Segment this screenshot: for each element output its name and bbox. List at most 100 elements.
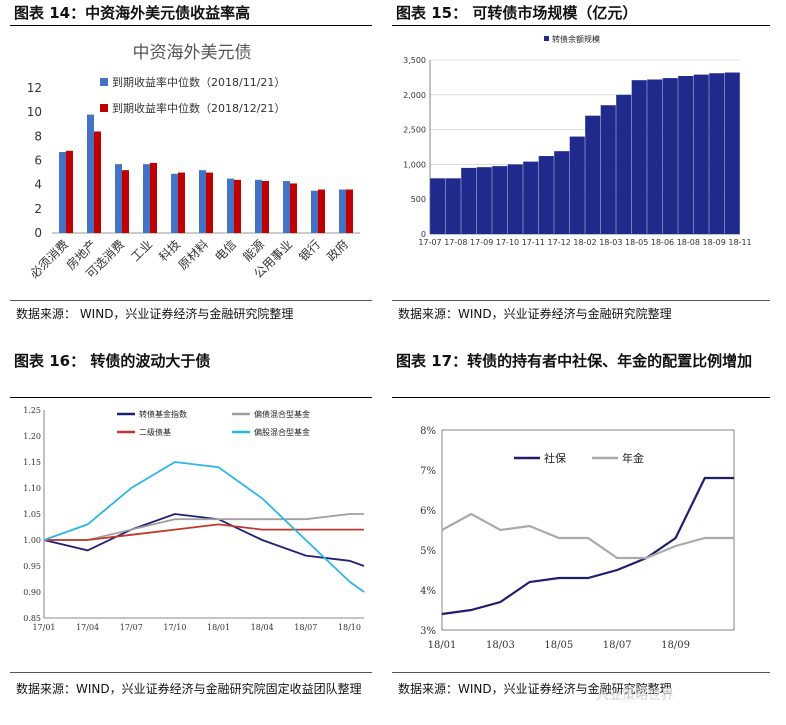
bar [87, 114, 94, 233]
x-tick-label: 18-05 [625, 238, 648, 247]
y-tick-label: 10 [27, 105, 42, 119]
y-tick-label: 1.05 [23, 510, 41, 519]
column [724, 72, 740, 234]
y-tick-label: 1.00 [23, 536, 41, 545]
divider [10, 300, 372, 301]
bar [66, 150, 73, 233]
figure-15-title: 图表 15： 可转债市场规模（亿元） [396, 4, 638, 22]
bar [318, 189, 325, 233]
legend-label: 转债余额规模 [552, 34, 600, 44]
figure-16-source: 数据来源：WIND，兴业证券经济与金融研究院固定收益团队整理 [16, 682, 362, 696]
column [523, 161, 539, 234]
y-tick-label: 1.25 [23, 406, 41, 415]
x-tick-label: 18/01 [428, 640, 457, 651]
bar [311, 190, 318, 233]
x-tick-label: 18/10 [338, 623, 361, 632]
bar [171, 173, 178, 233]
x-tick-label: 17-10 [496, 238, 519, 247]
divider [392, 397, 770, 398]
legend-swatch [100, 104, 108, 112]
series-line [441, 512, 734, 560]
bar [255, 179, 262, 233]
bar [143, 164, 150, 233]
bar [339, 189, 346, 233]
bar [115, 164, 122, 233]
y-tick-label: 8% [420, 426, 436, 437]
figure-14-source: 数据来源： WIND，兴业证券经济与金融研究院整理 [16, 307, 294, 321]
column [569, 136, 585, 234]
chart-background [12, 400, 374, 670]
divider [392, 672, 770, 673]
chart-17: 3% 4% 5% 6% 7% 8% 18/01 18/03 18/05 18/07 18/09 社保 年… [394, 400, 772, 670]
legend-label: 社保 [544, 451, 566, 465]
figure-14-title: 图表 14：中资海外美元债收益率高 [14, 4, 251, 22]
x-tick-label: 17/10 [163, 623, 186, 632]
x-tick-label: 17-09 [470, 238, 493, 247]
y-tick-label: 8 [34, 129, 42, 143]
x-tick-label: 17/04 [76, 623, 99, 632]
column [693, 74, 709, 234]
column [492, 166, 508, 234]
y-tick-label: 2,500 [403, 126, 426, 135]
y-tick-label: 3,500 [403, 56, 426, 65]
divider [392, 300, 770, 301]
bar [206, 172, 213, 233]
x-tick-label: 18-06 [651, 238, 674, 247]
series-line [441, 476, 734, 616]
y-tick-label: 1,000 [403, 160, 426, 169]
y-tick-label: 1.15 [23, 458, 41, 467]
y-tick-label: 0.95 [23, 562, 41, 571]
y-tick-label: 500 [411, 195, 426, 204]
series-line [44, 513, 364, 541]
legend-swatch [544, 36, 549, 41]
x-tick-label: 17-07 [418, 238, 441, 247]
column [709, 73, 725, 234]
x-tick-label: 17/07 [120, 623, 143, 632]
x-tick-label: 18-03 [599, 238, 622, 247]
chart-background [394, 400, 772, 670]
x-tick-label: 18-02 [573, 238, 596, 247]
y-tick-label: 0 [34, 226, 42, 240]
chart-16: 0.85 0.90 0.95 1.00 1.05 1.10 1.15 1.20 1.25 17/0… [12, 400, 374, 670]
y-tick-label: 1.10 [23, 484, 41, 493]
x-tick-label: 17/01 [32, 623, 55, 632]
y-tick-label: 1.20 [23, 432, 41, 441]
bar [122, 170, 129, 233]
y-tick-label: 0 [421, 230, 426, 239]
column [445, 178, 461, 234]
divider [10, 672, 372, 673]
bar [262, 181, 269, 233]
bar [227, 178, 234, 233]
bar [290, 183, 297, 233]
divider [392, 25, 770, 26]
legend-label: 年金 [622, 451, 644, 465]
column [678, 76, 694, 234]
column [600, 105, 616, 235]
figure-16-title: 图表 16： 转债的波动大于债 [14, 352, 211, 370]
y-tick-label: 12 [27, 81, 42, 95]
bar [94, 131, 101, 233]
x-tick-label: 17-08 [444, 238, 467, 247]
y-tick-label: 7% [420, 466, 436, 477]
column [616, 94, 632, 234]
divider [10, 397, 372, 398]
column [538, 156, 554, 234]
figure-17-title: 图表 17：转债的持有者中社保、年金的配置比例增加 [396, 352, 753, 370]
bar [59, 152, 66, 233]
x-tick-label: 18/01 [207, 623, 230, 632]
figure-15-source: 数据来源：WIND，兴业证券经济与金融研究院整理 [398, 307, 672, 321]
y-tick-label: 0.85 [23, 614, 41, 623]
column [662, 78, 678, 234]
bar [150, 162, 157, 233]
y-tick-label: 6 [34, 154, 42, 168]
legend-label: 二级债基 [139, 427, 171, 437]
x-tick-label: 18-11 [728, 238, 751, 247]
legend-swatch [100, 78, 108, 86]
column [461, 167, 477, 234]
legend-label: 到期收益率中位数（2018/11/21） [112, 75, 285, 89]
x-tick-label: 18/07 [294, 623, 317, 632]
y-tick-label: 3% [420, 626, 436, 637]
x-tick-label: 18/07 [603, 640, 632, 651]
column [631, 80, 647, 235]
